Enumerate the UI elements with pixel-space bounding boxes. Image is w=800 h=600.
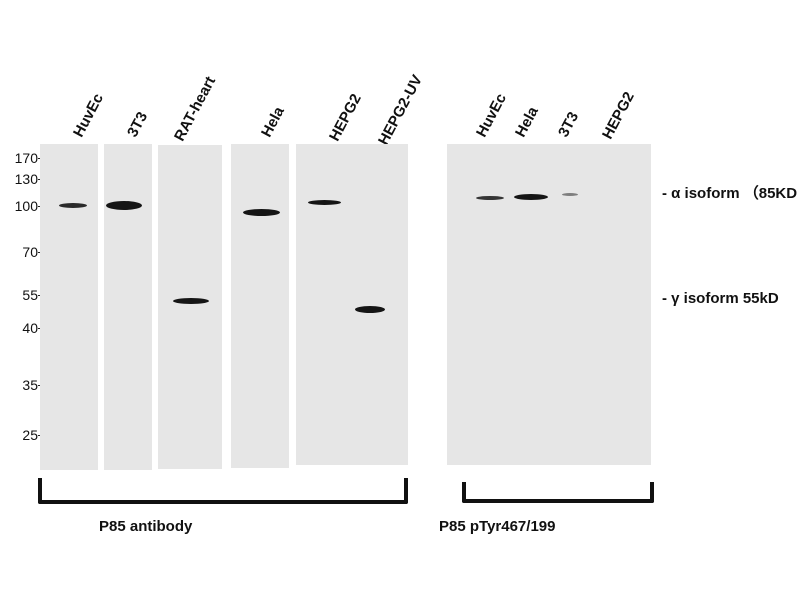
- mw-label-130: 130: [14, 171, 38, 187]
- bracket-left: [38, 478, 408, 504]
- lane-label-hepg2-uv: HEPG2-UV: [375, 72, 427, 148]
- lane-label-hela: Hela: [258, 104, 288, 140]
- band-right-hela-alpha: [514, 194, 548, 200]
- mw-label-170: 170: [14, 150, 38, 166]
- lane-label-rat-heart: RAT-heart: [171, 73, 220, 144]
- mw-label-25: 25: [22, 427, 38, 443]
- band-rat-heart-gamma: [173, 298, 209, 304]
- blot-panel-hepg2: [296, 144, 408, 465]
- band-right-huvec-alpha: [476, 196, 504, 200]
- lane-label-right-3t3: 3T3: [555, 109, 583, 140]
- band-right-3t3-alpha: [562, 193, 578, 196]
- band-3t3-alpha: [106, 201, 142, 210]
- band-hela-alpha: [243, 209, 280, 216]
- mw-label-70: 70: [22, 244, 38, 260]
- band-hepg2-alpha: [308, 200, 341, 205]
- lane-label-3t3: 3T3: [124, 109, 152, 140]
- lane-label-right-huvec: HuvEc: [473, 90, 510, 140]
- lane-label-hepg2: HEPG2: [326, 91, 365, 144]
- alpha-isoform-annotation: - α isoform （85KD: [662, 185, 798, 202]
- mw-label-100: 100: [14, 198, 38, 214]
- mw-label-40: 40: [22, 320, 38, 336]
- mw-label-55: 55: [22, 287, 38, 303]
- lane-label-right-hepg2: HEPG2: [599, 89, 638, 142]
- lane-label-huvec: HuvEc: [70, 90, 107, 140]
- lane-label-right-hela: Hela: [512, 104, 542, 140]
- blot-panel-rat-heart: [158, 145, 222, 469]
- blot-panel-hela: [231, 144, 289, 468]
- blot-panel-right: [447, 144, 651, 465]
- blot-panel-huvec: [40, 144, 98, 470]
- blot-panel-3t3: [104, 144, 152, 470]
- gamma-isoform-annotation: - γ isoform 55kD: [662, 290, 779, 307]
- band-huvec-alpha: [59, 203, 87, 208]
- bracket-right: [462, 482, 654, 503]
- group-label-ptyr: P85 pTyr467/199: [439, 518, 556, 535]
- mw-label-35: 35: [22, 377, 38, 393]
- band-hepg2-uv-gamma: [355, 306, 385, 313]
- group-label-antibody: P85 antibody: [99, 518, 193, 535]
